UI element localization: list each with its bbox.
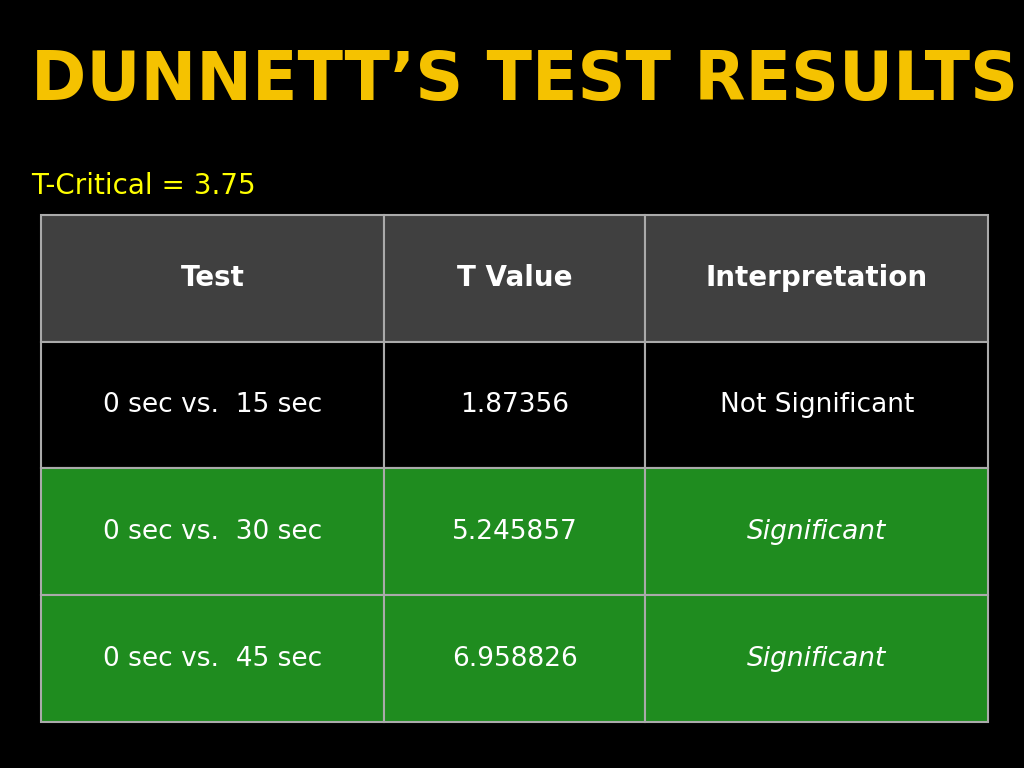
Text: T-Critical = 3.75: T-Critical = 3.75 [31,172,255,200]
Text: 0 sec vs.  30 sec: 0 sec vs. 30 sec [102,519,322,545]
Bar [645,342,988,468]
Bar [41,342,384,468]
Text: 5.245857: 5.245857 [452,519,578,545]
Bar [645,468,988,595]
Bar [384,595,645,722]
Text: Test: Test [180,264,245,293]
Bar [384,215,645,342]
Text: 6.958826: 6.958826 [452,646,578,671]
Text: 0 sec vs.  15 sec: 0 sec vs. 15 sec [102,392,322,418]
Text: DUNNETT’S TEST RESULTS: DUNNETT’S TEST RESULTS [31,48,1018,114]
Bar [41,468,384,595]
Text: T Value: T Value [457,264,572,293]
Text: Interpretation: Interpretation [706,264,928,293]
Text: Not Significant: Not Significant [720,392,913,418]
Bar [645,215,988,342]
Text: Significant: Significant [748,646,887,671]
Bar [384,342,645,468]
Bar [41,215,384,342]
Bar [384,468,645,595]
Text: Significant: Significant [748,519,887,545]
Bar [645,595,988,722]
Text: 1.87356: 1.87356 [460,392,569,418]
Text: 0 sec vs.  45 sec: 0 sec vs. 45 sec [102,646,322,671]
Bar [41,595,384,722]
